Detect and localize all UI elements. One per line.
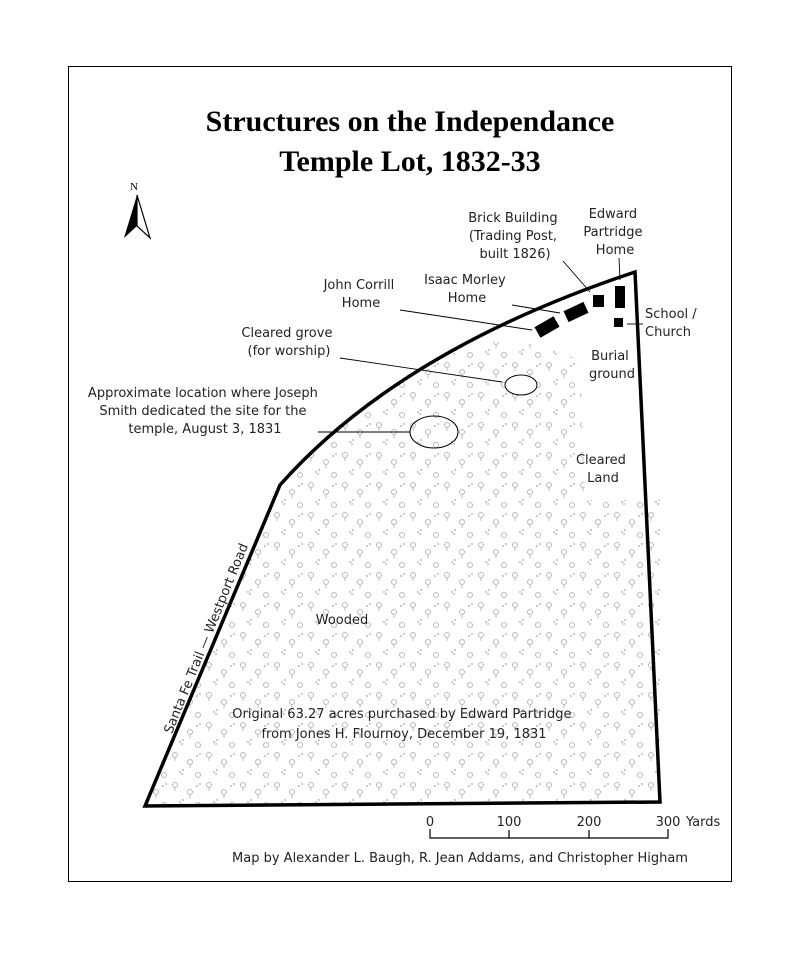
scale-tick-300: 300 (656, 815, 681, 830)
burial-ground-label: Burial ground (589, 349, 635, 382)
scale-tick-0: 0 (426, 815, 434, 830)
scale-bar: 0 100 200 300 Yards (426, 815, 720, 839)
scale-unit: Yards (685, 815, 720, 830)
school-church-label: School / Church (645, 307, 701, 340)
school-church (614, 318, 623, 327)
wooded-label: Wooded (316, 613, 369, 628)
map-title-line1: Structures on the Independance (206, 105, 615, 138)
isaac-morley-label: Isaac Morley Home (424, 273, 510, 306)
brick-building-label: Brick Building (Trading Post, built 1826… (468, 211, 562, 262)
brick-building (593, 295, 604, 307)
structures (534, 286, 625, 338)
map-credit: Map by Alexander L. Baugh, R. Jean Addam… (232, 851, 688, 866)
cleared-land-label: Cleared Land (576, 453, 630, 486)
map-title-line2: Temple Lot, 1832-33 (279, 145, 540, 178)
isaac-morley-home (563, 301, 589, 323)
temple-lot-boundary (142, 269, 662, 808)
scale-tick-200: 200 (577, 815, 602, 830)
edward-partridge-home (615, 286, 625, 308)
leader-lines (318, 257, 643, 433)
scale-tick-100: 100 (497, 815, 522, 830)
dedication-label: Approximate location where Joseph Smith … (88, 386, 322, 437)
map-frame (68, 66, 732, 882)
john-corrill-home (534, 316, 560, 338)
cleared-grove-label: Cleared grove (for worship) (241, 326, 336, 359)
north-label: N (130, 181, 138, 193)
john-corrill-label: John Corrill Home (323, 278, 399, 311)
north-arrow-icon: N (124, 181, 152, 240)
cleared-grove (504, 374, 538, 396)
purchase-label: Original 63.27 acres purchased by Edward… (232, 707, 575, 742)
edward-partridge-label: Edward Partridge Home (583, 207, 646, 258)
